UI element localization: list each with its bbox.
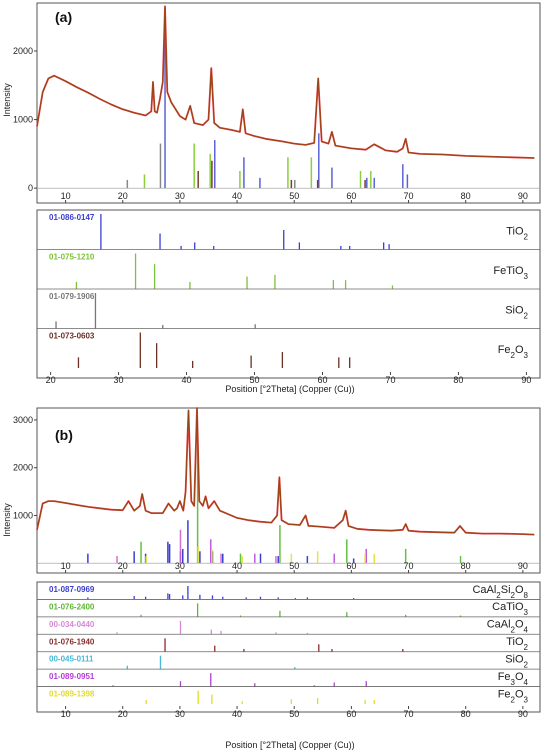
ref-x-tick-label: 30 (114, 375, 124, 385)
ref-code-label: 01-086-0147 (49, 213, 95, 222)
ref-x-tick-label: 20 (46, 375, 56, 385)
ref-x-tick-label: 70 (404, 709, 414, 719)
x-tick-label: 80 (461, 561, 471, 571)
ref-x-tick-label: 80 (453, 375, 463, 385)
x-tick-label: 60 (346, 561, 356, 571)
panel-b-plot: 1000 2000 3000 10 20 30 40 50 60 70 80 90 (13, 407, 540, 573)
phase-label: CaAl2Si2O8 (472, 584, 528, 600)
x-tick-label: 80 (461, 191, 471, 201)
x-tick-label: 70 (404, 191, 414, 201)
ref-x-tick-label: 60 (317, 375, 327, 385)
y-tick-label: 3000 (13, 415, 33, 425)
panel-a-frame (36, 2, 541, 204)
x-tick-label: 40 (232, 561, 242, 571)
pattern-line (36, 5, 535, 159)
ref-x-tick-label: 50 (250, 375, 260, 385)
y-tick-label: 1000 (13, 115, 33, 125)
ref-x-tick-label: 40 (182, 375, 192, 385)
y-tick-label: 1000 (13, 510, 33, 520)
y-tick-label: 2000 (13, 46, 33, 56)
x-tick-label: 70 (404, 561, 414, 571)
phase-label: TiO2 (506, 225, 528, 241)
pattern-outline (36, 5, 535, 159)
y-tick-label: 0 (28, 183, 33, 193)
x-tick-label: 10 (61, 191, 71, 201)
phase-label: SiO2 (505, 304, 528, 320)
phase-label: SiO2 (505, 654, 528, 670)
ref-code-label: 01-089-1398 (49, 690, 95, 699)
ref-x-tick-label: 60 (346, 709, 356, 719)
panel-b-xlabel: Position [°2Theta] (Copper (Cu)) (225, 740, 354, 750)
panel-b-ref-frame (36, 581, 541, 713)
ref-x-tick-label: 70 (385, 375, 395, 385)
ref-code-label: 01-076-1940 (49, 637, 95, 646)
x-tick-label: 10 (61, 561, 71, 571)
x-tick-label: 30 (175, 561, 185, 571)
panel-b: (b) Intensity 1000 2000 3000 10 20 30 40 50 60 70… (2, 407, 541, 574)
x-tick-label: 30 (175, 191, 185, 201)
ref-code-label: 01-075-1210 (49, 253, 95, 262)
phase-label: Fe2O3 (498, 344, 529, 360)
ref-code-label: 01-089-0951 (49, 672, 95, 681)
panel-a-ref-frame (36, 209, 541, 379)
ref-code-label: 01-076-2400 (49, 602, 95, 611)
ref-x-tick-label: 50 (289, 709, 299, 719)
panel-a-reference-panel: 01-086-0147 TiO2 01-075-1210 FeTiO3 01-079-1… (36, 209, 541, 394)
panel-a-ylabel: Intensity (2, 83, 12, 117)
phase-label: Fe2O3 (498, 688, 529, 704)
panel-b-ylabel: Intensity (2, 503, 12, 537)
phase-label: Fe3O4 (498, 671, 529, 687)
x-tick-label: 90 (518, 561, 528, 571)
x-tick-label: 40 (232, 191, 242, 201)
panel-a-plot: 0 1000 2000 10 20 30 40 50 60 70 80 90 (13, 5, 540, 203)
x-tick-label: 90 (518, 191, 528, 201)
ref-code-label: 00-034-0440 (49, 620, 95, 629)
y-tick-label: 2000 (13, 463, 33, 473)
x-tick-label: 20 (118, 191, 128, 201)
ref-x-tick-label: 20 (118, 709, 128, 719)
ref-x-tick-label: 10 (61, 709, 71, 719)
x-tick-label: 20 (118, 561, 128, 571)
ref-x-tick-label: 80 (461, 709, 471, 719)
phase-label: TiO2 (506, 636, 528, 652)
panel-b-frame (36, 407, 541, 574)
phase-label: CaAl2O4 (487, 619, 529, 635)
pattern-line (36, 407, 535, 536)
ref-x-tick-label: 30 (175, 709, 185, 719)
pattern-outline (36, 407, 535, 536)
ref-x-tick-label: 90 (518, 709, 528, 719)
ref-x-tick-label: 40 (232, 709, 242, 719)
panel-b-ref-plot: 01-087-0969 CaAl2Si2O8 01-076-2400 CaTiO3 00… (37, 584, 540, 719)
panel-b-label: (b) (55, 427, 73, 443)
panel-a: (a) Intensity 0 1000 2000 10 20 30 40 50 60 70 80 9… (2, 2, 541, 204)
panel-a-label: (a) (55, 9, 72, 25)
ref-code-label: 01-073-0603 (49, 332, 95, 341)
ref-code-label: 01-087-0969 (49, 585, 95, 594)
x-tick-label: 50 (289, 191, 299, 201)
panel-a-xlabel: Position [°2Theta] (Copper (Cu)) (225, 384, 354, 394)
panel-a-ref-plot: 01-086-0147 TiO2 01-075-1210 FeTiO3 01-079-1… (37, 213, 540, 385)
phase-label: FeTiO3 (493, 265, 528, 281)
panel-b-reference-panel: 01-087-0969 CaAl2Si2O8 01-076-2400 CaTiO3 00… (36, 581, 541, 750)
ref-code-label: 01-079-1906 (49, 292, 95, 301)
ref-x-tick-label: 90 (521, 375, 531, 385)
x-tick-label: 50 (289, 561, 299, 571)
ref-code-label: 00-045-0111 (49, 655, 94, 664)
x-tick-label: 60 (346, 191, 356, 201)
phase-label: CaTiO3 (492, 601, 528, 617)
